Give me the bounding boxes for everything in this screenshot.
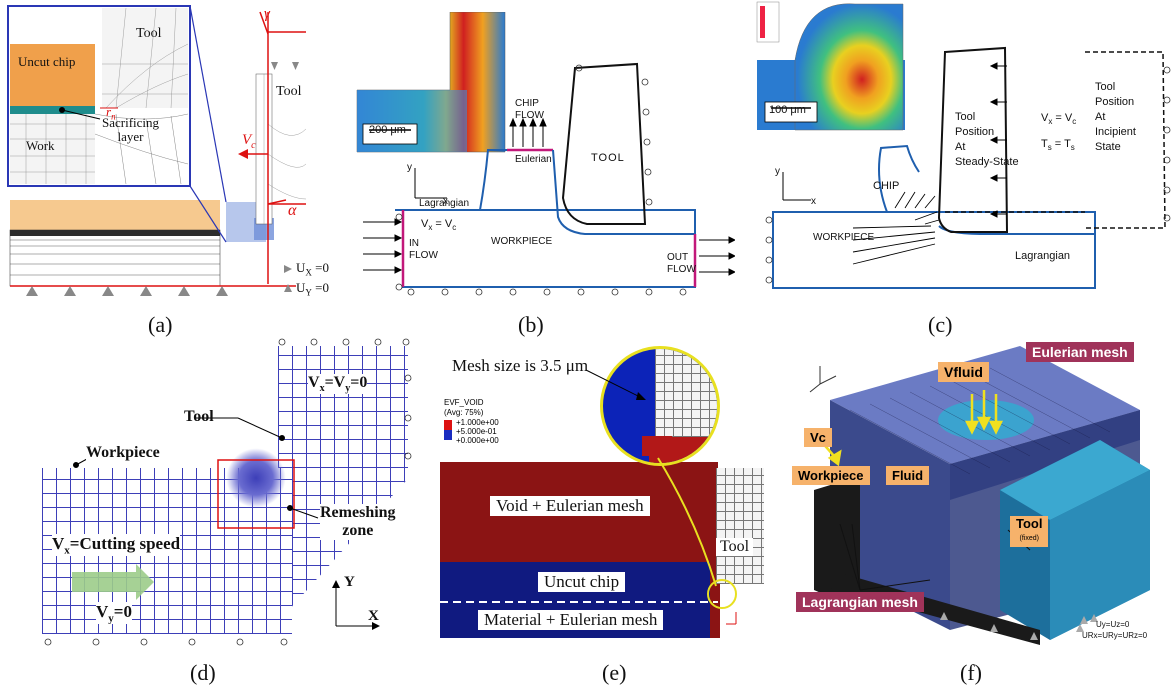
sacrificing-layer-label: Sacrificing layer — [102, 115, 160, 144]
workpiece-mesh — [9, 229, 221, 287]
legend-value-2: +5.000e-01 — [456, 427, 497, 436]
workpiece-orange-layer — [10, 200, 220, 230]
remeshing-zone-box — [217, 459, 295, 529]
panel-f: Eulerian mesh Vfluid Vc Workpiece Fluid … — [790, 340, 1170, 652]
rn-label: rn — [106, 104, 116, 122]
workpiece-label-c: WORKPIECE — [813, 232, 875, 243]
vx-cutting-label: Vx=Cutting speed — [52, 534, 181, 557]
workpiece-label-b: WORKPIECE — [491, 236, 553, 247]
sacrificing-band — [10, 230, 220, 236]
uncut-chip-region — [10, 44, 95, 106]
panel-d-svg — [44, 338, 412, 646]
tool-mesh-e — [716, 468, 764, 584]
rollers-b — [395, 64, 687, 296]
chip-outline-c — [773, 144, 920, 213]
tool-label-d: Tool — [184, 408, 214, 425]
workpiece-label-d: Workpiece — [86, 444, 160, 462]
material-eulerian-label: Material + Eulerian mesh — [478, 610, 664, 630]
tool-label-e: Tool — [716, 538, 754, 556]
eulerian-label-b: Eulerian — [515, 154, 552, 165]
work-label: Work — [26, 138, 55, 153]
ts-label-c: Ts = Ts — [1041, 138, 1075, 153]
caption-a: (a) — [148, 312, 173, 337]
tool-polygon-b — [561, 62, 647, 225]
legend-value-3: +0.000e+00 — [456, 436, 499, 445]
scale-box-c — [764, 101, 818, 123]
panel-f-svg — [809, 346, 1150, 645]
vy-label-d: Vy=0 — [96, 602, 132, 625]
rollers-c — [765, 66, 1171, 284]
scale-label-b: 200 μm — [369, 124, 406, 136]
legend-avg: (Avg: 75%) — [444, 408, 484, 417]
uncut-chip-label: Uncut chip — [18, 54, 76, 69]
panel-a: Uncut chip Tool Work rn Sacrificing layer… — [6, 4, 329, 304]
caption-c: (c) — [928, 312, 953, 337]
alpha-label: α — [288, 202, 297, 219]
bc-label-2: URx=URy=URz=0 — [1082, 631, 1148, 640]
fe-contour-c — [794, 3, 904, 131]
legend-value-1: +1.000e+00 — [456, 418, 499, 427]
rollers-d — [44, 338, 412, 646]
axis-y-d: Y — [344, 574, 355, 590]
caption-f: (f) — [960, 660, 982, 685]
x-axis-c: x — [811, 196, 816, 207]
void-eulerian-label: Void + Eulerian mesh — [490, 496, 650, 516]
uncut-chip-label-e: Uncut chip — [538, 572, 626, 592]
scale-label-c: 100 μm — [769, 104, 806, 116]
bc-label-1: Uy=Uz=0 — [1096, 620, 1130, 629]
constraint-triangles — [26, 62, 299, 296]
y-axis-c: y — [775, 166, 780, 177]
panel-a-svg — [7, 5, 306, 296]
remeshing-zone-label: Remeshing zone — [320, 504, 396, 540]
lagrangian-label-b: Lagrangian — [419, 198, 470, 209]
panel-b-svg — [356, 12, 735, 296]
caption-d: (d) — [190, 660, 216, 685]
mesh-size-label: Mesh size is 3.5 μm — [452, 356, 589, 375]
cutting-direction-arrow — [72, 564, 154, 600]
workpiece-tag: Workpiece — [792, 466, 870, 485]
axis-x-d: X — [368, 608, 379, 624]
fluid-tag: Fluid — [886, 466, 930, 485]
remesh-dense — [226, 448, 286, 508]
ux-label: UX =0 — [296, 260, 329, 278]
x-axis-b: x — [443, 196, 448, 207]
workpiece-box-c — [772, 211, 1096, 289]
panel-b: 200 μm CHIP FLOW Eulerian TOOL y x Lagran… — [355, 12, 735, 307]
in-flow-label: IN FLOW — [409, 238, 438, 261]
vfluid-tag: Vfluid — [938, 362, 989, 382]
y-axis-b: y — [407, 162, 412, 173]
tool-steady-state — [937, 46, 1009, 233]
tool-label-b: TOOL — [591, 152, 625, 164]
sacrificing-layer-region — [10, 106, 95, 114]
panel-c: 100 μm Tool Position At Steady-State Vx = V… — [755, 0, 1171, 305]
gamma-label: γ — [264, 6, 270, 22]
vc-tag: Vc — [804, 428, 832, 447]
panel-e: Mesh size is 3.5 μm EVF_VOID (Avg: 75%) … — [436, 340, 766, 650]
vc-label: Vc — [242, 132, 256, 151]
tool-tag-f: Tool (fixed) — [1010, 516, 1049, 547]
eulerian-mesh-tag: Eulerian mesh — [1026, 342, 1134, 362]
tool-incipient-label: Tool Position At Incipient State — [1095, 81, 1136, 153]
vx-label-b: Vx = Vc — [421, 218, 457, 233]
tool-inset-label: Tool — [136, 26, 162, 41]
caption-e: (e) — [602, 660, 627, 685]
panel-e-svg — [440, 369, 737, 625]
legend-title: EVF_VOID — [444, 398, 484, 407]
scale-box-b — [362, 123, 418, 145]
evf-legend: EVF_VOID (Avg: 75%) +1.000e+00 +5.000e-0… — [444, 398, 538, 452]
chip-label-c: CHIP — [873, 180, 900, 192]
panel-c-svg — [756, 1, 1171, 289]
tool-steady-label: Tool Position At Steady-State — [955, 111, 1019, 168]
caption-b: (b) — [518, 312, 544, 337]
uy-label: UY =0 — [296, 280, 329, 298]
tool-outline — [10, 11, 306, 287]
vx-label-c: Vx = Vc — [1041, 112, 1077, 127]
out-flow-label: OUT FLOW — [667, 252, 696, 275]
lagrangian-mesh-tag: Lagrangian mesh — [796, 592, 924, 612]
tool-main-label: Tool — [276, 84, 302, 99]
lagrangian-label-c: Lagrangian — [1015, 250, 1071, 262]
vxvy-label-d: Vx=Vy=0 — [308, 374, 368, 395]
panel-d: Tool Vx=Vy=0 Workpiece Remeshing zone Vx=… — [36, 338, 426, 648]
chip-flow-label: CHIP FLOW — [515, 98, 544, 121]
